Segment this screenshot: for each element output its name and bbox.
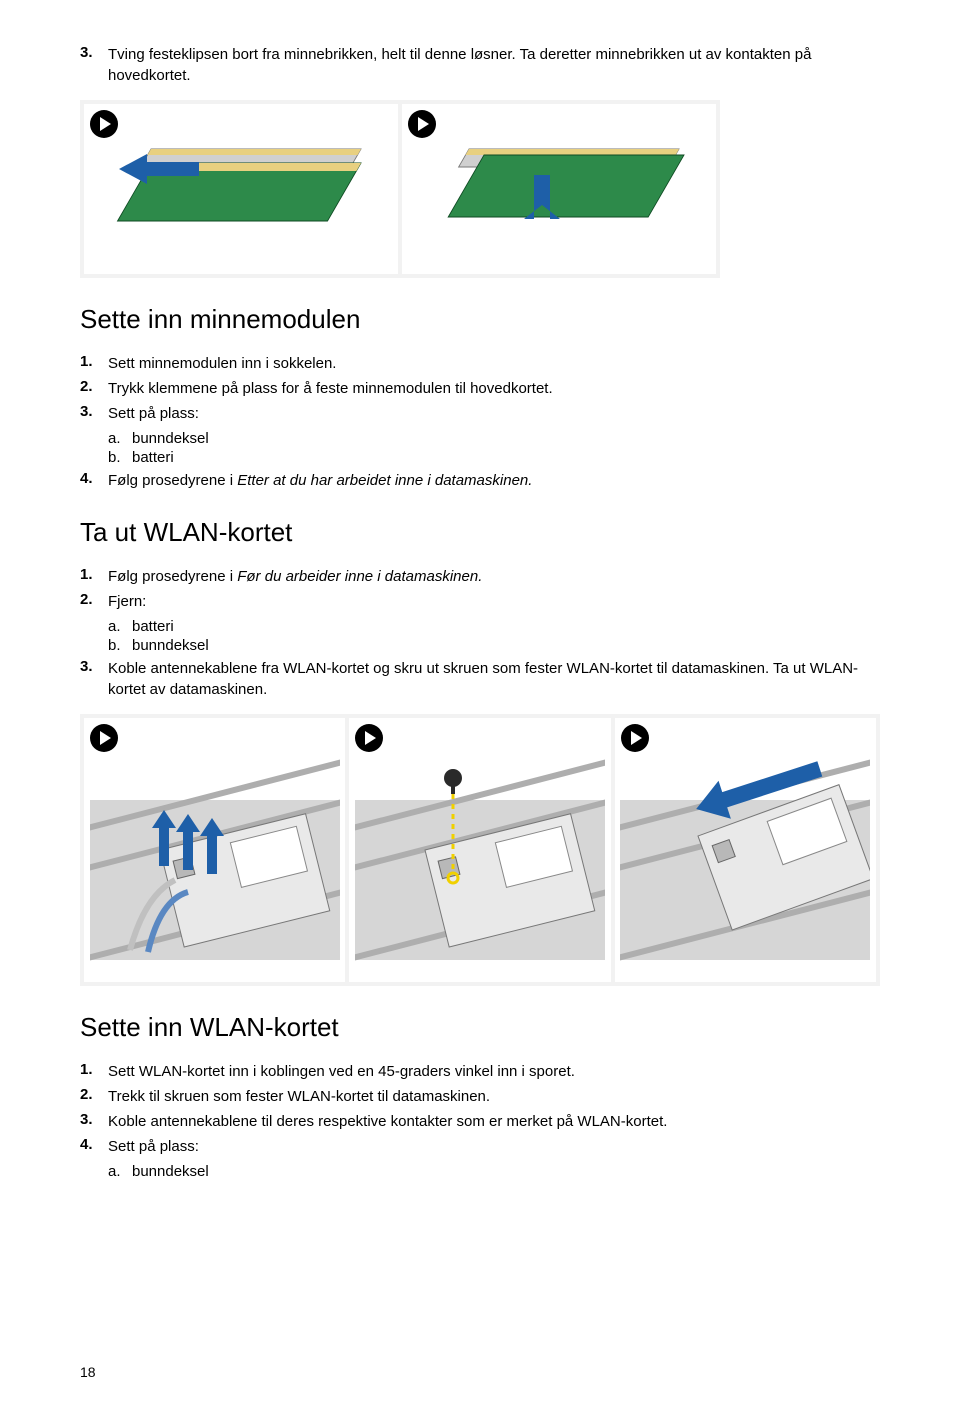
insert-mem-step-1: 1. Sett minnemodulen inn i sokkelen. [80, 353, 880, 374]
memory-module-right [429, 119, 689, 259]
memory-module-left [111, 119, 371, 259]
insert-wlan-step-2: 2. Trekk til skruen som fester WLAN-kort… [80, 1086, 880, 1107]
heading-insert-wlan: Sette inn WLAN-kortet [80, 1012, 880, 1043]
insert-mem-step-3-sub: a.bunndeksel b.batteri [108, 430, 880, 466]
step-text: Tving festeklipsen bort fra minnebrikken… [108, 44, 880, 86]
wlan-card-3 [620, 720, 870, 980]
remove-wlan-step-2: 2. Fjern: [80, 591, 880, 612]
insert-mem-step-2: 2. Trykk klemmene på plass for å feste m… [80, 378, 880, 399]
insert-wlan-step-3: 3. Koble antennekablene til deres respek… [80, 1111, 880, 1132]
page-number: 18 [80, 1364, 96, 1380]
remove-wlan-step-1: 1. Følg prosedyrene i Før du arbeider in… [80, 566, 880, 587]
memory-panel-1 [84, 104, 398, 274]
heading-remove-wlan: Ta ut WLAN-kortet [80, 517, 880, 548]
step-num: 3. [80, 44, 108, 86]
wlan-panel-2 [349, 718, 610, 982]
memory-panel-2 [402, 104, 716, 274]
wlan-card-1 [90, 720, 340, 980]
insert-mem-step-3: 3. Sett på plass: [80, 403, 880, 424]
insert-wlan-step-1: 1. Sett WLAN-kortet inn i koblingen ved … [80, 1061, 880, 1082]
insert-wlan-step-4-sub: a.bunndeksel [108, 1163, 880, 1180]
insert-wlan-step-4: 4. Sett på plass: [80, 1136, 880, 1157]
wlan-panel-1 [84, 718, 345, 982]
wlan-figure [80, 714, 880, 986]
remove-wlan-step-2-sub: a.batteri b.bunndeksel [108, 618, 880, 654]
wlan-card-2 [355, 720, 605, 980]
heading-insert-memory: Sette inn minnemodulen [80, 304, 880, 335]
memory-figure [80, 100, 720, 278]
remove-wlan-step-3: 3. Koble antennekablene fra WLAN-kortet … [80, 658, 880, 700]
insert-mem-step-4: 4. Følg prosedyrene i Etter at du har ar… [80, 470, 880, 491]
step-3-intro: 3. Tving festeklipsen bort fra minnebrik… [80, 44, 880, 86]
wlan-panel-3 [615, 718, 876, 982]
